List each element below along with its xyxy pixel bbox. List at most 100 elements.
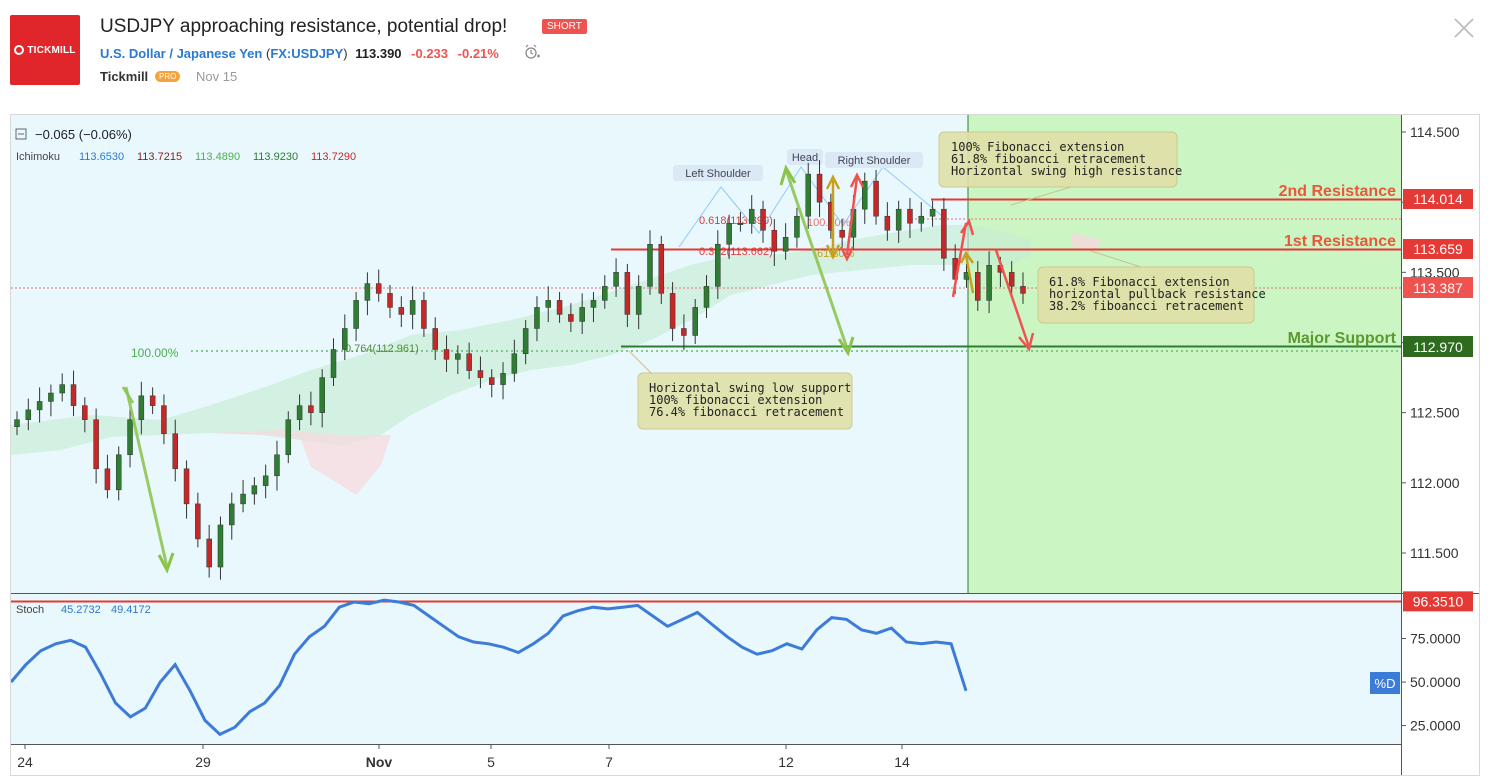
price-tag-last-text: 113.387 (1413, 280, 1463, 296)
arrow-gold-2 (964, 254, 975, 294)
stoch-tick-label: 75.0000 (1410, 631, 1461, 647)
short-badge: SHORT (542, 19, 587, 34)
candle-body (240, 493, 246, 505)
candle-body (907, 208, 913, 224)
price-tick-label: 114.500 (1410, 124, 1460, 140)
time-tick-label: 5 (487, 754, 495, 770)
ichimoku-cloud-bear-forecast (1071, 233, 1101, 250)
candle-body (274, 454, 280, 477)
stoch-d-badge-text: %D (1375, 676, 1396, 691)
candle-body (1020, 286, 1026, 294)
stoch-value-2: 49.4172 (111, 604, 151, 616)
price-tick-label: 112.000 (1410, 475, 1460, 491)
pattern-box-right (825, 152, 923, 168)
arrowhead-red-3 (1018, 332, 1035, 352)
candle-body (375, 283, 382, 294)
candle-body (624, 272, 631, 315)
candle-body (229, 503, 235, 526)
candle-body (658, 244, 665, 294)
candle-body (1008, 272, 1015, 287)
time-tick-label: Nov (366, 754, 393, 770)
ichimoku-label[interactable]: Ichimoku (16, 151, 60, 163)
stoch-label[interactable]: Stoch (16, 604, 44, 616)
candle-body (635, 286, 642, 315)
candle-body (816, 173, 823, 203)
candle-body (342, 328, 348, 350)
price-tag-1st-resistance-text: 113.659 (1413, 241, 1463, 257)
symbol-name-link[interactable]: U.S. Dollar / Japanese Yen (100, 46, 263, 61)
stoch-axis[interactable]: 96.3510 75.0000 50.0000 25.0000 (1401, 591, 1473, 734)
candle-body (748, 208, 755, 224)
price-tag-2nd-resistance-text: 114.014 (1413, 191, 1463, 207)
callout-middle[interactable]: 61.8% Fibonacci extension horizontal pul… (1037, 250, 1266, 324)
callout-lower-line1: Horizontal swing low support (649, 381, 851, 395)
pattern-box-left (673, 165, 763, 181)
arrow-red-1 (845, 176, 859, 256)
candle-body (579, 307, 585, 322)
time-tick-label: 29 (195, 754, 211, 770)
candle-body (364, 283, 371, 301)
pattern-label-head: Head (792, 152, 818, 164)
callout-upper[interactable]: 100% Fibonacci extension 61.8% fiboancci… (938, 131, 1182, 206)
candle-body (319, 377, 325, 413)
arrowhead-gold-1-down (825, 244, 841, 260)
ichimoku-value-1: 113.6530 (79, 151, 124, 163)
candle-body (737, 222, 744, 225)
chart-container[interactable]: 2nd Resistance 1st Resistance Major Supp… (9, 114, 1480, 776)
candle-body (353, 300, 359, 329)
arrowhead-green-3 (779, 164, 797, 186)
label-major-support: Major Support (1288, 330, 1397, 347)
candle-body (296, 405, 303, 420)
idea-header: TICKMILL USDJPY approaching resistance, … (0, 0, 1501, 110)
time-tick-label: 14 (894, 754, 910, 770)
stoch-tick-label: 25.0000 (1410, 718, 1461, 734)
candle-body (217, 524, 224, 568)
tickmill-logo[interactable]: TICKMILL (10, 15, 80, 85)
ichimoku-value-2: 113.7215 (137, 151, 182, 163)
callout-middle-line3: 38.2% fiboancci retracement (1049, 299, 1244, 313)
label-1st-resistance: 1st Resistance (1284, 233, 1396, 250)
price-change-pct: -0.21% (457, 46, 499, 61)
close-icon[interactable] (1452, 16, 1476, 40)
stoch-value-1: 45.2732 (61, 604, 101, 616)
candle-body (59, 384, 65, 394)
forecast-zone (968, 115, 1401, 593)
candle-body (183, 468, 190, 505)
ticker-link[interactable]: FX:USDJPY (270, 46, 344, 61)
candle-body (285, 419, 292, 456)
pattern-label-left-shoulder: Left Shoulder (685, 168, 751, 180)
collapse-legend-icon[interactable] (15, 128, 27, 140)
price-change: -0.233 (411, 46, 449, 61)
callout-upper-line3: Horizontal swing high resistance (951, 164, 1182, 178)
candle-body (172, 433, 178, 470)
fib-label-100-lower: 100.00% (131, 346, 179, 360)
price-tag-major-support (1403, 336, 1473, 357)
candle-body (726, 222, 732, 245)
callout-upper-line2: 61.8% fiboancci retracement (951, 152, 1146, 166)
label-2nd-resistance: 2nd Resistance (1279, 183, 1396, 200)
candle-body (421, 300, 427, 329)
candle-body (398, 307, 405, 315)
candle-body (669, 293, 676, 329)
candle-body (195, 503, 201, 540)
candle-body (715, 244, 721, 287)
candle-body (703, 286, 710, 308)
arrow-green-down-1 (124, 386, 169, 568)
candle-body (14, 419, 20, 427)
author-link[interactable]: Tickmill (100, 69, 149, 84)
alarm-clock-icon[interactable] (524, 44, 540, 60)
candle-body (82, 405, 88, 420)
ichimoku-cloud-bear (206, 430, 391, 495)
candle-body (308, 405, 314, 413)
time-axis[interactable]: 24 29 Nov 5 7 12 14 (17, 744, 910, 770)
candle-body (613, 272, 619, 287)
chart-svg[interactable]: 2nd Resistance 1st Resistance Major Supp… (9, 115, 1479, 775)
ichimoku-value-5: 113.7290 (311, 151, 356, 163)
arrowhead-green-2 (837, 336, 855, 357)
pro-badge: PRO (155, 71, 181, 82)
candle-body (884, 215, 891, 231)
callout-lower[interactable]: Horizontal swing low support 100% fibona… (628, 350, 853, 430)
callout-upper-line1: 100% Fibonacci extension (951, 140, 1124, 154)
stoch-d-badge (1370, 672, 1400, 694)
callout-lower-line3: 76.4% fibonacci retracement (649, 405, 844, 419)
